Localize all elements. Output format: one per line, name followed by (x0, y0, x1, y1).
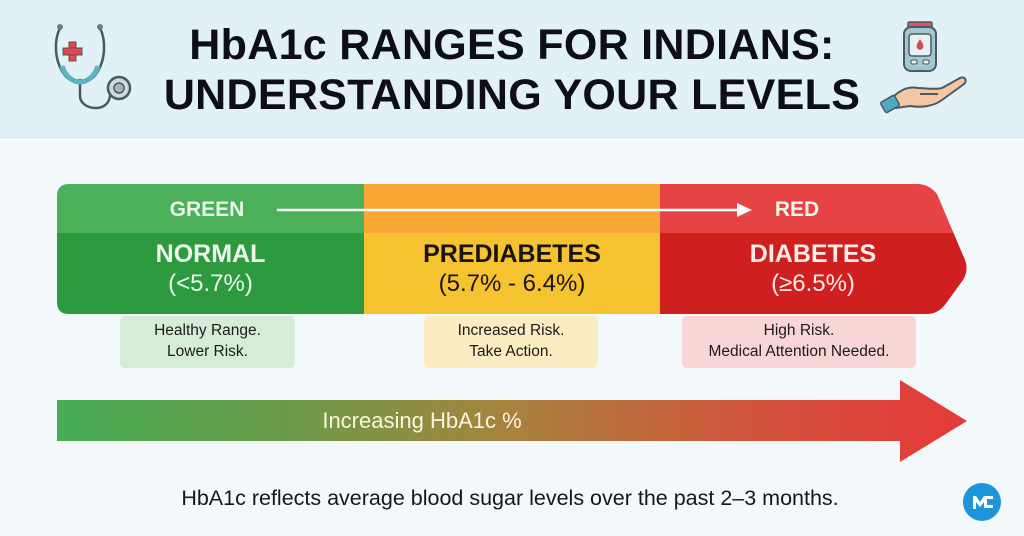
category-name: DIABETES (749, 240, 877, 268)
note-line: Medical Attention Needed. (708, 343, 890, 360)
logo-m-icon (973, 496, 993, 509)
category-range: (5.7% - 6.4%) (438, 270, 586, 297)
note-line: Take Action. (469, 343, 553, 360)
title-line-2: UNDERSTANDING YOUR LEVELS (163, 71, 861, 119)
red-label: RED (774, 198, 820, 221)
category-name: NORMAL (155, 240, 266, 268)
header-banner: HbA1c RANGES FOR INDIANS: UNDERSTANDING … (0, 0, 1024, 138)
category-diabetes: DIABETES (≥6.5%) (660, 240, 966, 298)
stethoscope-icon (54, 24, 132, 110)
footer-note: HbA1c reflects average blood sugar level… (181, 486, 839, 510)
note-line: High Risk. (763, 322, 835, 339)
note-diabetes: High Risk. Medical Attention Needed. (682, 316, 916, 368)
increasing-hba1c-label: Increasing HbA1c % (322, 408, 522, 433)
category-prediabetes: PREDIABETES (5.7% - 6.4%) (364, 240, 660, 298)
scale-bar-shape (57, 184, 967, 314)
green-label: GREEN (169, 198, 245, 221)
category-range: (<5.7%) (168, 270, 253, 297)
title-line-1: HbA1c RANGES FOR INDIANS: (189, 21, 835, 69)
right-arrow-icon (737, 203, 752, 217)
category-name: PREDIABETES (423, 240, 601, 268)
brand-logo (963, 483, 1001, 521)
category-range: (≥6.5%) (771, 270, 855, 297)
increasing-hba1c-arrow (57, 380, 967, 462)
hba1c-scale-bar: GREEN RED NORMAL (<5.7%) PREDIABETES (5.… (57, 184, 969, 314)
note-normal: Healthy Range. Lower Risk. (120, 316, 295, 368)
category-normal: NORMAL (<5.7%) (57, 240, 364, 298)
note-line: Lower Risk. (167, 343, 248, 360)
note-line: Increased Risk. (457, 322, 565, 339)
note-prediabetes: Increased Risk. Take Action. (424, 316, 598, 368)
page-title: HbA1c RANGES FOR INDIANS: UNDERSTANDING … (0, 20, 1024, 120)
glucose-meter-in-hand-icon (880, 21, 967, 114)
note-line: Healthy Range. (154, 322, 261, 339)
